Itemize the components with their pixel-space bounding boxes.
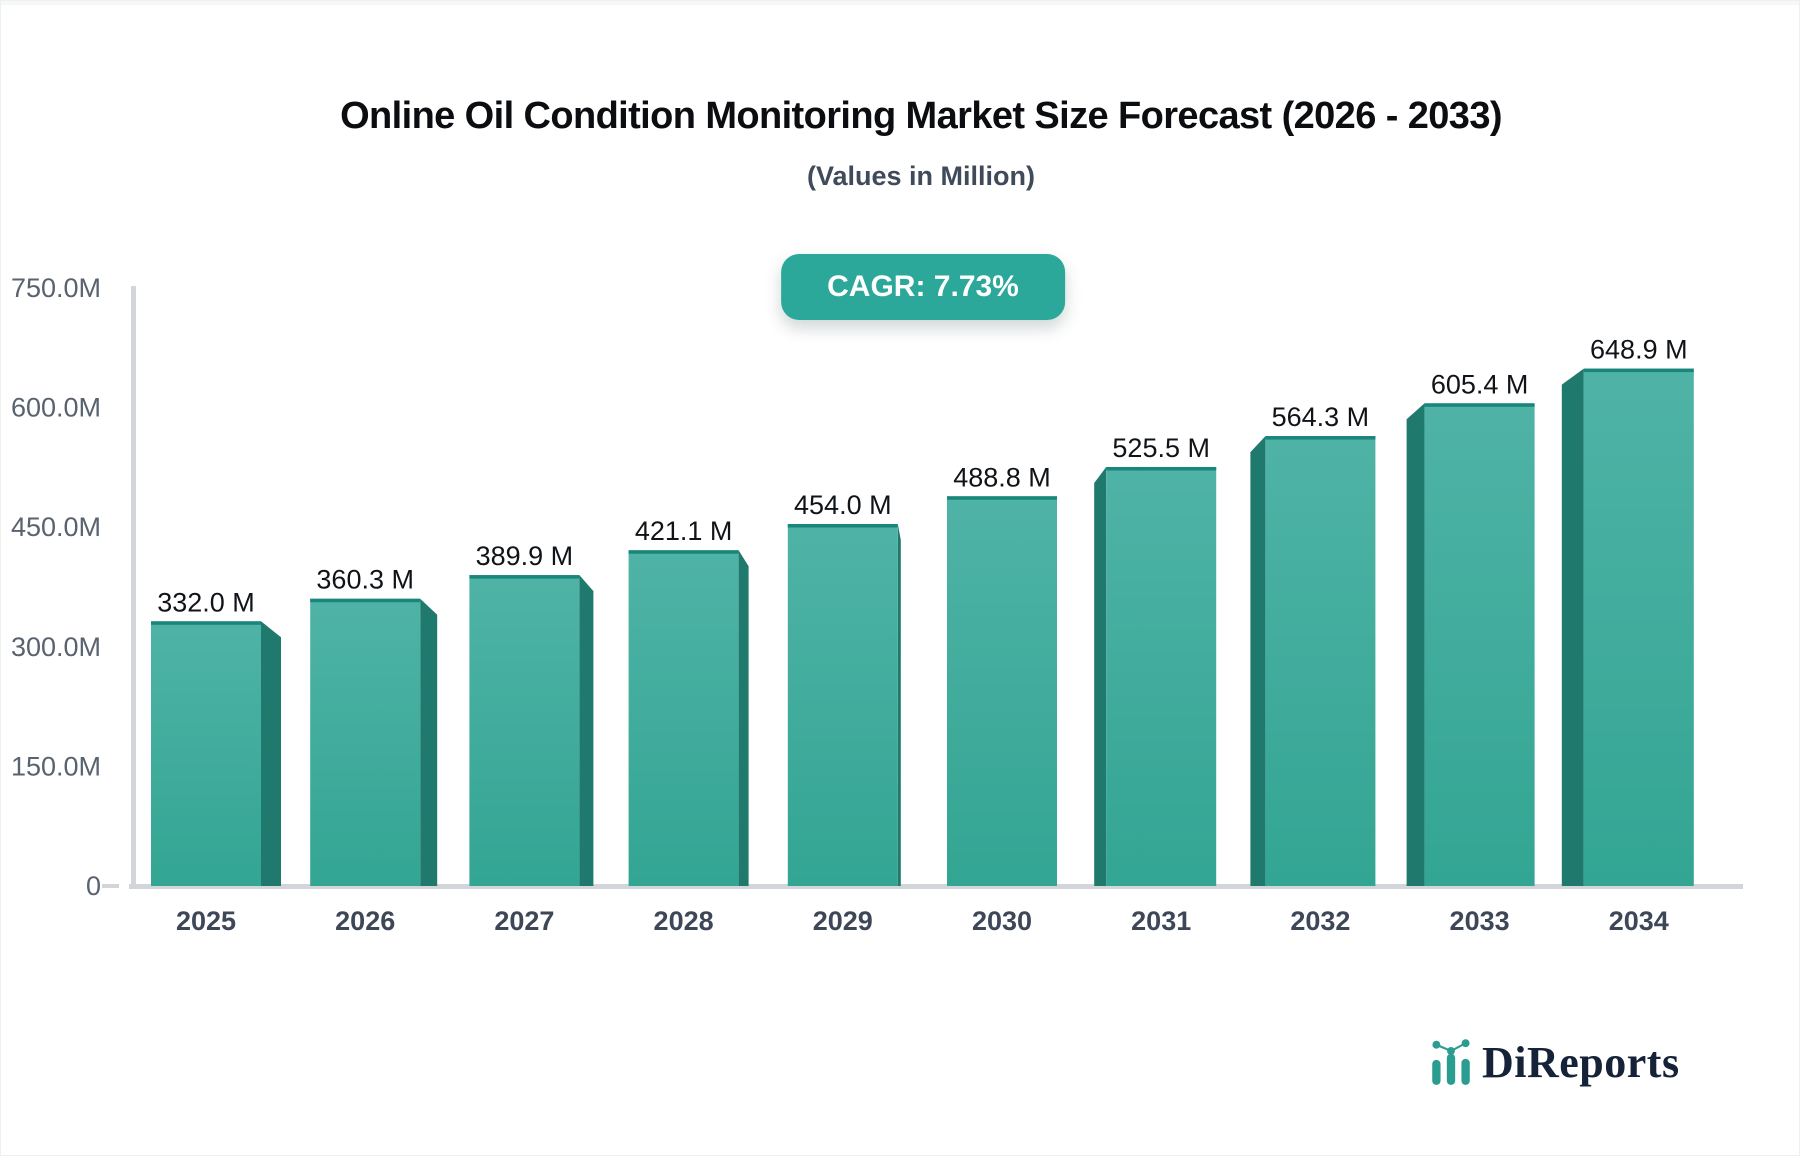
bar-side-face xyxy=(1406,403,1425,886)
bar-side-face xyxy=(1094,467,1107,886)
bar-top-edge xyxy=(787,524,898,528)
logo-dot-left xyxy=(1432,1040,1441,1049)
x-axis-baseline xyxy=(129,884,1743,889)
bar-side-face xyxy=(579,575,594,886)
bar-value-label: 454.0 M xyxy=(794,490,892,520)
logo-dot-right xyxy=(1461,1039,1470,1048)
logo-bar-left xyxy=(1432,1059,1441,1085)
bar-2026[interactable] xyxy=(310,598,421,886)
page-top-edge xyxy=(1,1,1799,5)
logo-bar-middle xyxy=(1446,1053,1456,1085)
bar-side-face xyxy=(897,524,901,886)
x-axis-year-label: 2025 xyxy=(176,906,236,936)
plot-area: 750.0M 600.0M 450.0M 300.0M 150.0M 0 332.0 M 20… xyxy=(11,273,1743,936)
bar-value-label: 648.9 M xyxy=(1590,335,1688,365)
bar-2030[interactable] xyxy=(947,496,1057,886)
bar-group-2033: 605.4 M 2033 xyxy=(1406,369,1535,936)
x-axis-year-label: 2031 xyxy=(1131,906,1191,936)
y-tick-label: 300.0M xyxy=(11,632,101,662)
bar-2034[interactable] xyxy=(1583,368,1694,886)
bar-side-face xyxy=(420,598,438,886)
y-tick-label: 450.0M xyxy=(11,512,101,542)
bar-group-2034: 648.9 M 2034 xyxy=(1561,335,1694,936)
x-axis-year-label: 2034 xyxy=(1609,906,1669,936)
bar-value-label: 421.1 M xyxy=(635,516,733,546)
x-axis-year-label: 2029 xyxy=(813,906,873,936)
bar-value-label: 564.3 M xyxy=(1272,402,1370,432)
bar-2029[interactable] xyxy=(787,524,898,886)
bar-side-face xyxy=(1250,436,1266,886)
bar-group-2032: 564.3 M 2032 xyxy=(1250,402,1376,936)
bar-top-edge xyxy=(1424,403,1535,407)
x-axis-year-label: 2026 xyxy=(335,906,395,936)
bar-side-face xyxy=(261,621,281,886)
x-axis-year-label: 2028 xyxy=(654,906,714,936)
bar-value-label: 360.3 M xyxy=(316,565,414,595)
bar-top-edge xyxy=(151,621,261,625)
zero-tick-mark xyxy=(102,884,119,888)
bar-top-edge xyxy=(310,598,421,603)
bar-value-label: 525.5 M xyxy=(1112,433,1210,463)
bar-group-2030: 488.8 M 2030 xyxy=(947,462,1057,936)
bar-value-label: 389.9 M xyxy=(476,541,574,571)
bar-2031[interactable] xyxy=(1106,467,1217,886)
chart-subtitle: (Values in Million) xyxy=(806,161,1036,191)
bar-group-2026: 360.3 M 2026 xyxy=(310,565,438,936)
bar-2027[interactable] xyxy=(469,575,580,886)
logo-text: DiReports xyxy=(1482,1038,1680,1087)
cagr-badge: CAGR: 7.73% xyxy=(781,254,1065,320)
y-axis-line xyxy=(131,286,136,889)
x-axis-year-label: 2033 xyxy=(1450,906,1510,936)
bar-side-face xyxy=(1561,368,1584,886)
bar-value-label: 332.0 M xyxy=(157,587,255,617)
bar-side-face xyxy=(738,550,749,886)
y-tick-label: 600.0M xyxy=(11,393,101,423)
bar-chart-logo-icon xyxy=(1432,1039,1470,1085)
bar-2032[interactable] xyxy=(1265,436,1376,886)
direports-logo: DiReports xyxy=(1429,1039,1680,1087)
bar-group-2031: 525.5 M 2031 xyxy=(1094,433,1217,936)
bar-group-2029: 454.0 M 2029 xyxy=(787,490,901,936)
bar-top-edge xyxy=(1265,436,1376,440)
x-axis-year-label: 2027 xyxy=(494,906,554,936)
bar-top-edge xyxy=(947,496,1057,500)
bar-top-edge xyxy=(1583,368,1694,373)
x-axis-year-label: 2030 xyxy=(972,906,1032,936)
bar-top-edge xyxy=(1106,467,1217,471)
bar-value-label: 605.4 M xyxy=(1431,369,1529,399)
chart-title: Online Oil Condition Monitoring Market S… xyxy=(340,95,1502,137)
logo-dot-middle xyxy=(1447,1047,1455,1055)
bar-2025[interactable] xyxy=(151,621,261,886)
y-tick-label: 0 xyxy=(86,871,101,901)
logo-bar-right xyxy=(1461,1058,1470,1085)
bar-group-2028: 421.1 M 2028 xyxy=(628,516,749,936)
bar-top-edge xyxy=(628,550,739,554)
bar-value-label: 488.8 M xyxy=(953,462,1051,492)
bar-2028[interactable] xyxy=(628,550,739,886)
bar-2033[interactable] xyxy=(1424,403,1535,886)
x-axis-year-label: 2032 xyxy=(1290,906,1350,936)
y-tick-label: 750.0M xyxy=(11,273,101,303)
bar-group-2027: 389.9 M 2027 xyxy=(469,541,594,936)
bar-top-edge xyxy=(469,575,580,579)
y-tick-label: 150.0M xyxy=(11,751,101,781)
bar-group-2025: 332.0 M 2025 xyxy=(151,587,281,936)
